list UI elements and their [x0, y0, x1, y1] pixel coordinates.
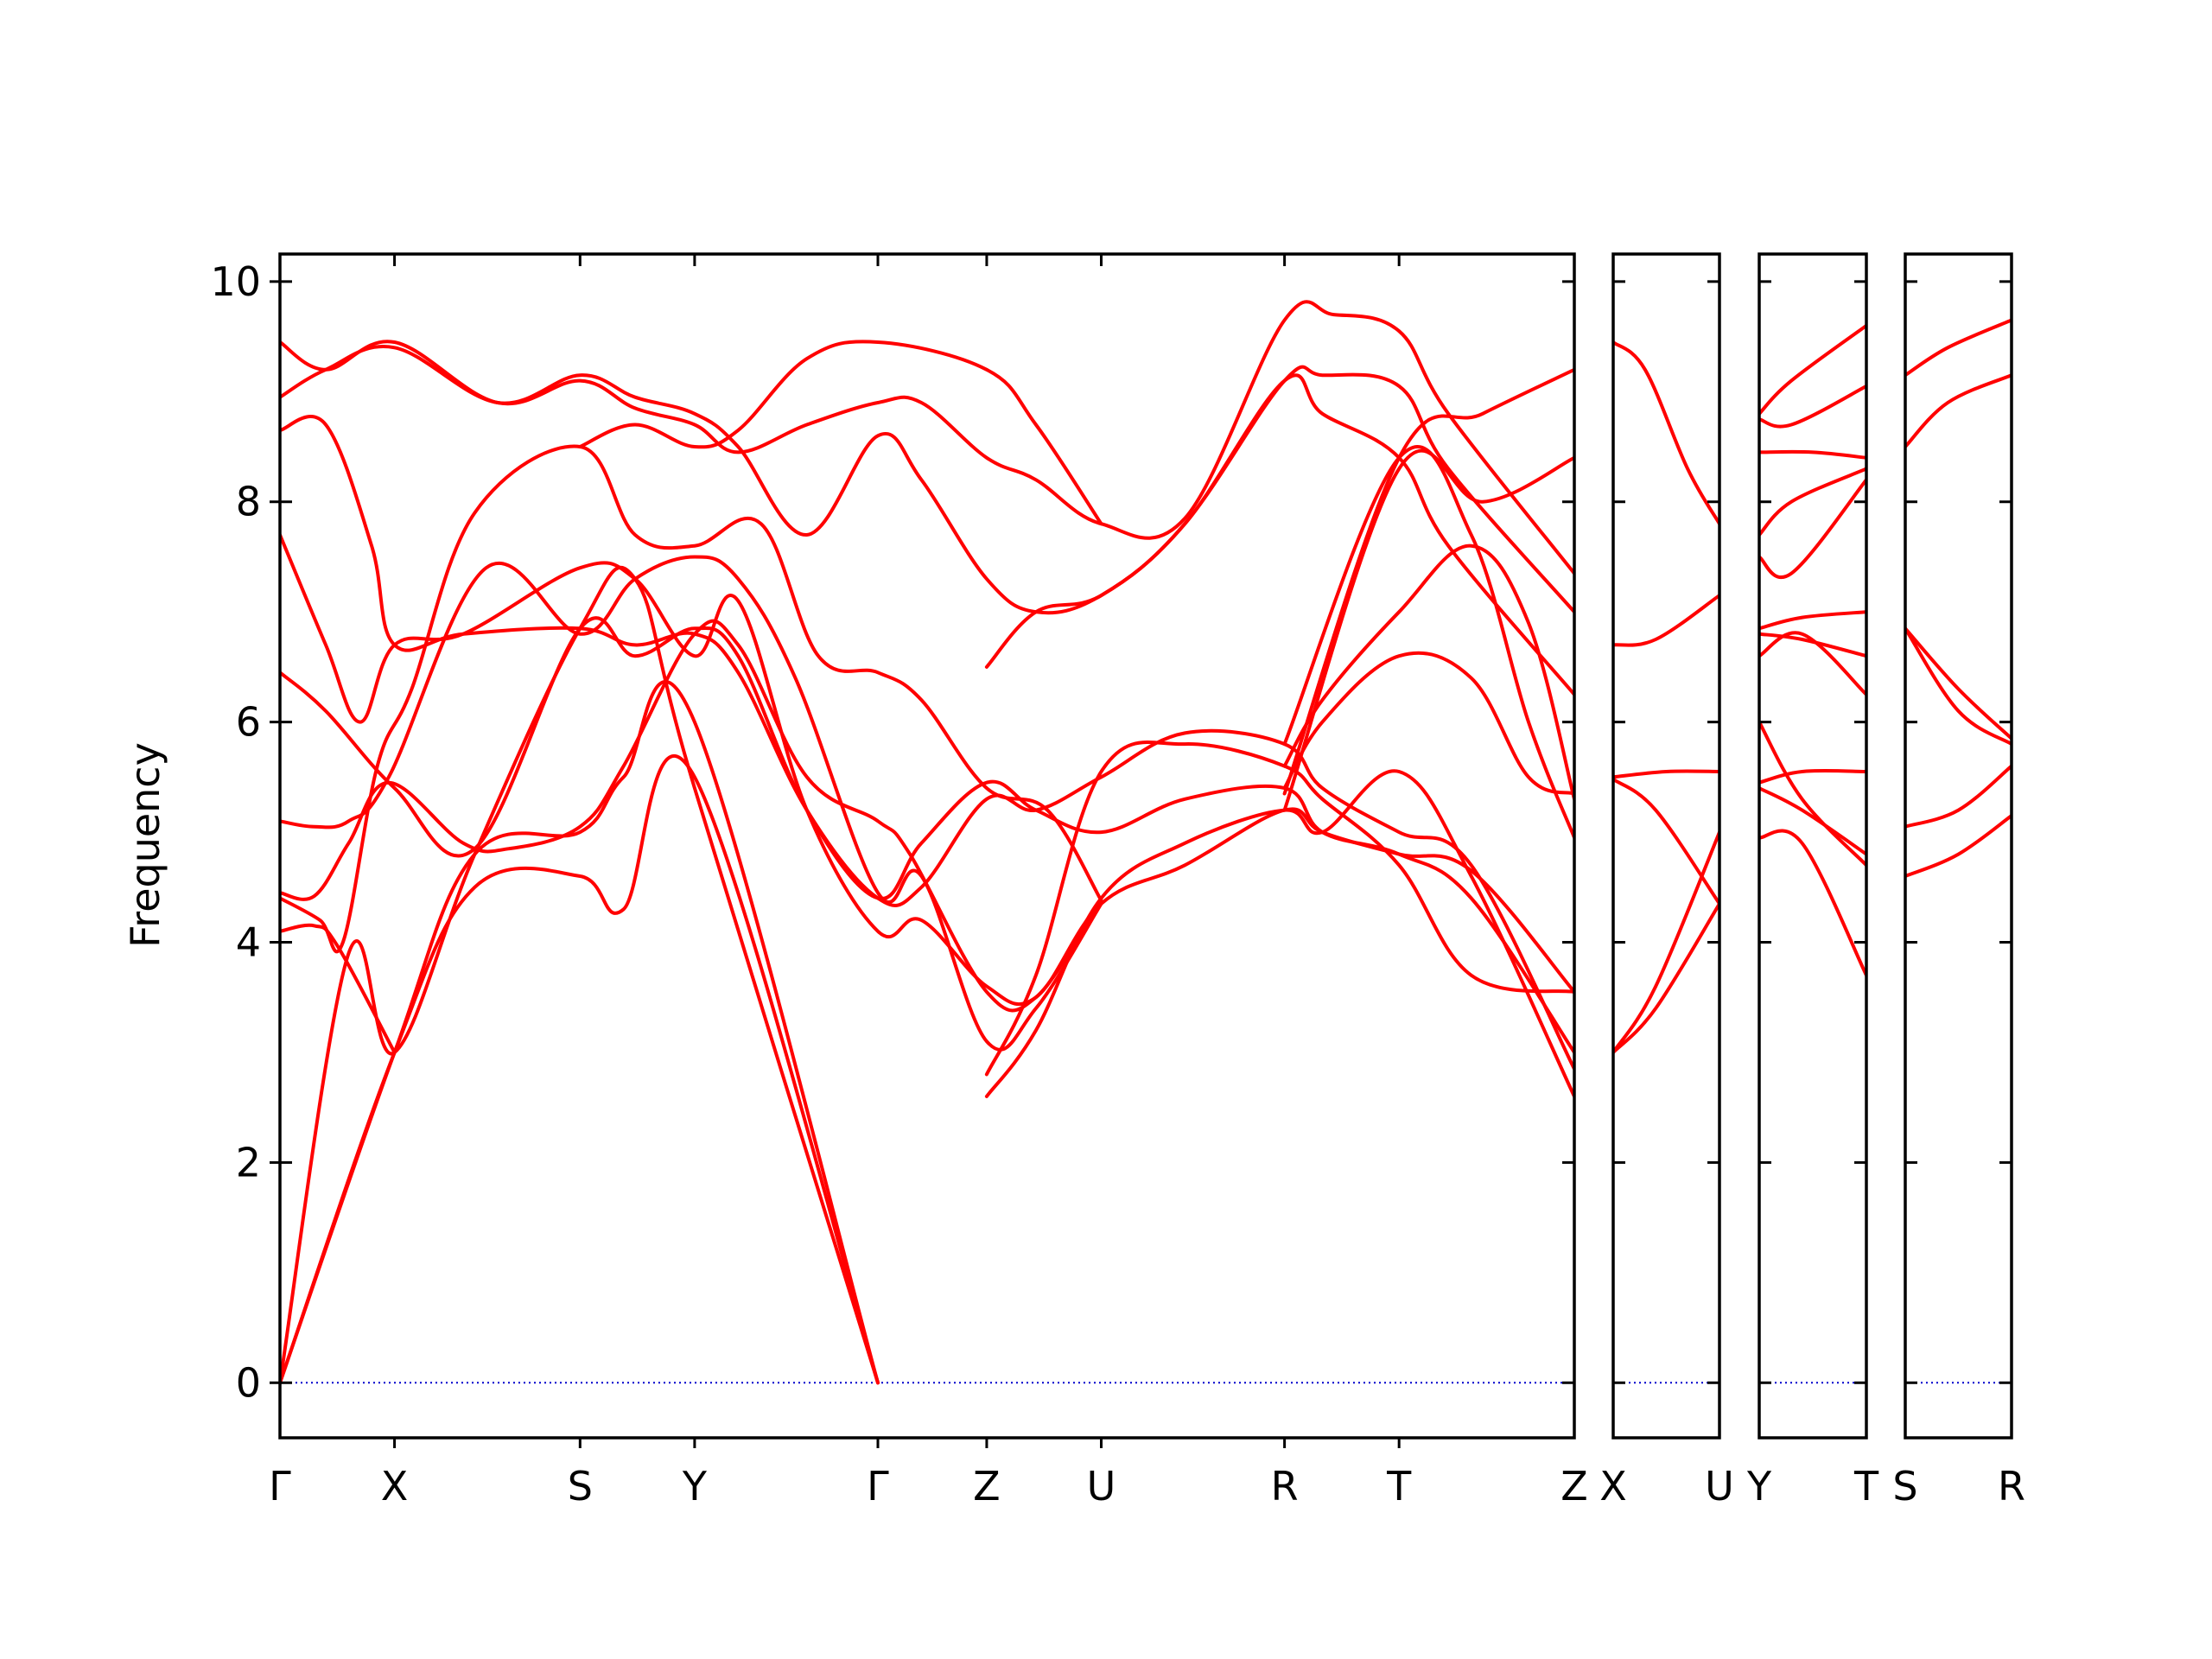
x-tick-label: Γ — [269, 1463, 291, 1510]
band-line-4 — [1613, 777, 1719, 906]
band-line-5 — [280, 444, 1103, 954]
band-line-11 — [280, 345, 1574, 696]
band-line-5 — [1613, 830, 1719, 1054]
x-tick-label: Z — [1560, 1463, 1588, 1510]
x-tick-label: Γ — [867, 1463, 889, 1510]
y-tick-label: 6 — [236, 699, 261, 746]
band-line-3 — [1905, 626, 2012, 741]
x-tick-label: U — [1705, 1463, 1734, 1510]
band-line-12 — [1759, 829, 1866, 977]
band-line-4 — [1759, 467, 1866, 537]
band-line-5 — [1759, 478, 1866, 580]
band-group — [1759, 323, 1866, 977]
x-tick-label: T — [1386, 1463, 1412, 1510]
band-line-1 — [1905, 318, 2012, 378]
band-line-3 — [1759, 449, 1866, 460]
x-tick-label: Y — [682, 1463, 708, 1510]
band-line-5 — [1905, 764, 2012, 829]
band-line-15 — [984, 769, 1574, 1098]
band-line-11 — [1759, 786, 1866, 856]
x-tick-label: X — [1599, 1463, 1627, 1510]
x-tick-label: U — [1087, 1463, 1116, 1510]
band-line-10 — [1759, 768, 1866, 785]
y-tick-label: 8 — [236, 479, 261, 525]
band-line-7 — [1759, 632, 1866, 658]
band-line-2 — [280, 680, 880, 1385]
band-line-1 — [1613, 340, 1719, 526]
band-line-6 — [280, 619, 1103, 1013]
x-tick-label: Z — [973, 1463, 1001, 1510]
band-group — [1613, 340, 1719, 1054]
band-line-20 — [1282, 367, 1574, 796]
y-tick-label: 4 — [236, 919, 261, 966]
x-tick-label: R — [1271, 1463, 1299, 1510]
band-line-14 — [984, 365, 1574, 669]
band-line-4 — [280, 923, 397, 1054]
band-line-19 — [1282, 445, 1574, 840]
y-axis-label: Frequency — [122, 742, 168, 948]
band-line-4 — [1905, 626, 2012, 747]
band-line-1 — [280, 754, 880, 1385]
x-tick-label: R — [1998, 1463, 2025, 1510]
band-line-16 — [984, 740, 1574, 1077]
band-line-17 — [1282, 651, 1574, 796]
band-line-2 — [1613, 594, 1719, 647]
band-line-6 — [1613, 901, 1719, 1054]
band-line-1 — [1759, 323, 1866, 416]
y-tick-label: 0 — [236, 1359, 261, 1406]
x-tick-label: X — [381, 1463, 409, 1510]
band-line-10 — [280, 415, 1574, 1071]
y-tick-label: 2 — [236, 1139, 261, 1185]
band-line-8 — [280, 616, 1574, 1054]
band-line-3 — [1613, 769, 1719, 779]
panel-frame — [1611, 252, 1721, 1440]
panel-frame — [1904, 252, 2013, 1440]
x-tick-label: Y — [1746, 1463, 1772, 1510]
band-line-18 — [1282, 543, 1574, 801]
band-group — [1905, 318, 2012, 878]
band-line-8 — [1759, 631, 1866, 696]
band-group — [280, 300, 1574, 1385]
band-line-12 — [280, 300, 1574, 575]
x-tick-label: T — [1853, 1463, 1879, 1510]
band-line-2 — [1759, 384, 1866, 429]
band-line-6 — [1905, 814, 2012, 878]
x-tick-label: S — [568, 1463, 593, 1510]
y-tick-label: 10 — [210, 258, 261, 305]
band-line-7 — [280, 555, 1103, 1052]
panel-frame — [278, 252, 1576, 1440]
band-line-9 — [1759, 720, 1866, 868]
band-line-3 — [280, 565, 880, 1385]
panel-frame — [1758, 252, 1868, 1440]
band-line-2 — [1905, 373, 2012, 448]
band-line-6 — [1759, 610, 1866, 631]
band-line-9 — [280, 533, 1574, 1007]
x-tick-label: S — [1892, 1463, 1917, 1510]
band-line-21 — [1282, 448, 1574, 812]
band-line-13 — [578, 340, 1103, 526]
